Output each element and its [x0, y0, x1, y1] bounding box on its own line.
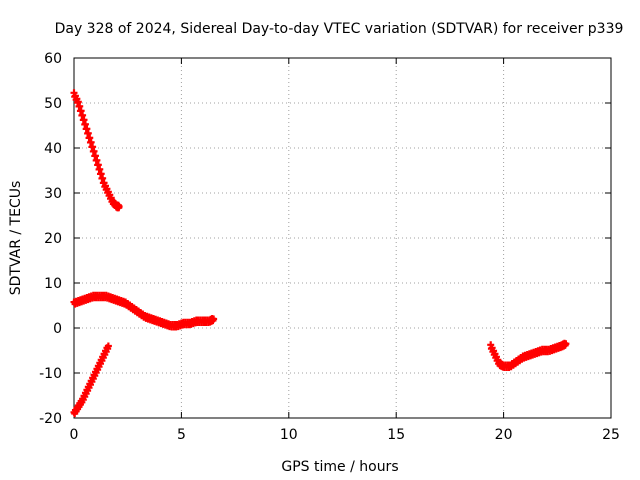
data-points — [70, 89, 570, 418]
y-tick-label: 30 — [44, 186, 62, 202]
x-axis-label: GPS time / hours — [281, 459, 398, 475]
data-point-late-arc — [562, 340, 570, 348]
x-tick-label: 0 — [70, 427, 79, 443]
y-tick-label: 10 — [44, 276, 62, 292]
x-tick-label: 15 — [387, 427, 405, 443]
y-tick-label: 60 — [44, 51, 62, 67]
data-point-near-zero-arc — [210, 315, 218, 323]
y-tick-label: 50 — [44, 96, 62, 112]
x-tick-label: 20 — [495, 427, 513, 443]
y-tick-label: 20 — [44, 231, 62, 247]
x-tick-label: 10 — [280, 427, 298, 443]
x-tick-label: 5 — [177, 427, 186, 443]
y-axis-label: SDTVAR / TECUs — [8, 181, 24, 296]
y-tick-label: 0 — [53, 321, 62, 337]
chart-title: Day 328 of 2024, Sidereal Day-to-day VTE… — [55, 21, 624, 37]
data-point-descending-arc — [115, 203, 123, 210]
y-tick-label: -20 — [39, 411, 62, 427]
data-point-ascending-arc — [104, 342, 112, 350]
y-tick-label: 40 — [44, 141, 62, 157]
axis-ticks: 0 5 10 15 20 25 -20 -10 0 10 20 30 40 50 60 — [39, 51, 620, 443]
grid — [74, 58, 611, 418]
x-tick-label: 25 — [602, 427, 620, 443]
y-tick-label: -10 — [39, 366, 62, 382]
